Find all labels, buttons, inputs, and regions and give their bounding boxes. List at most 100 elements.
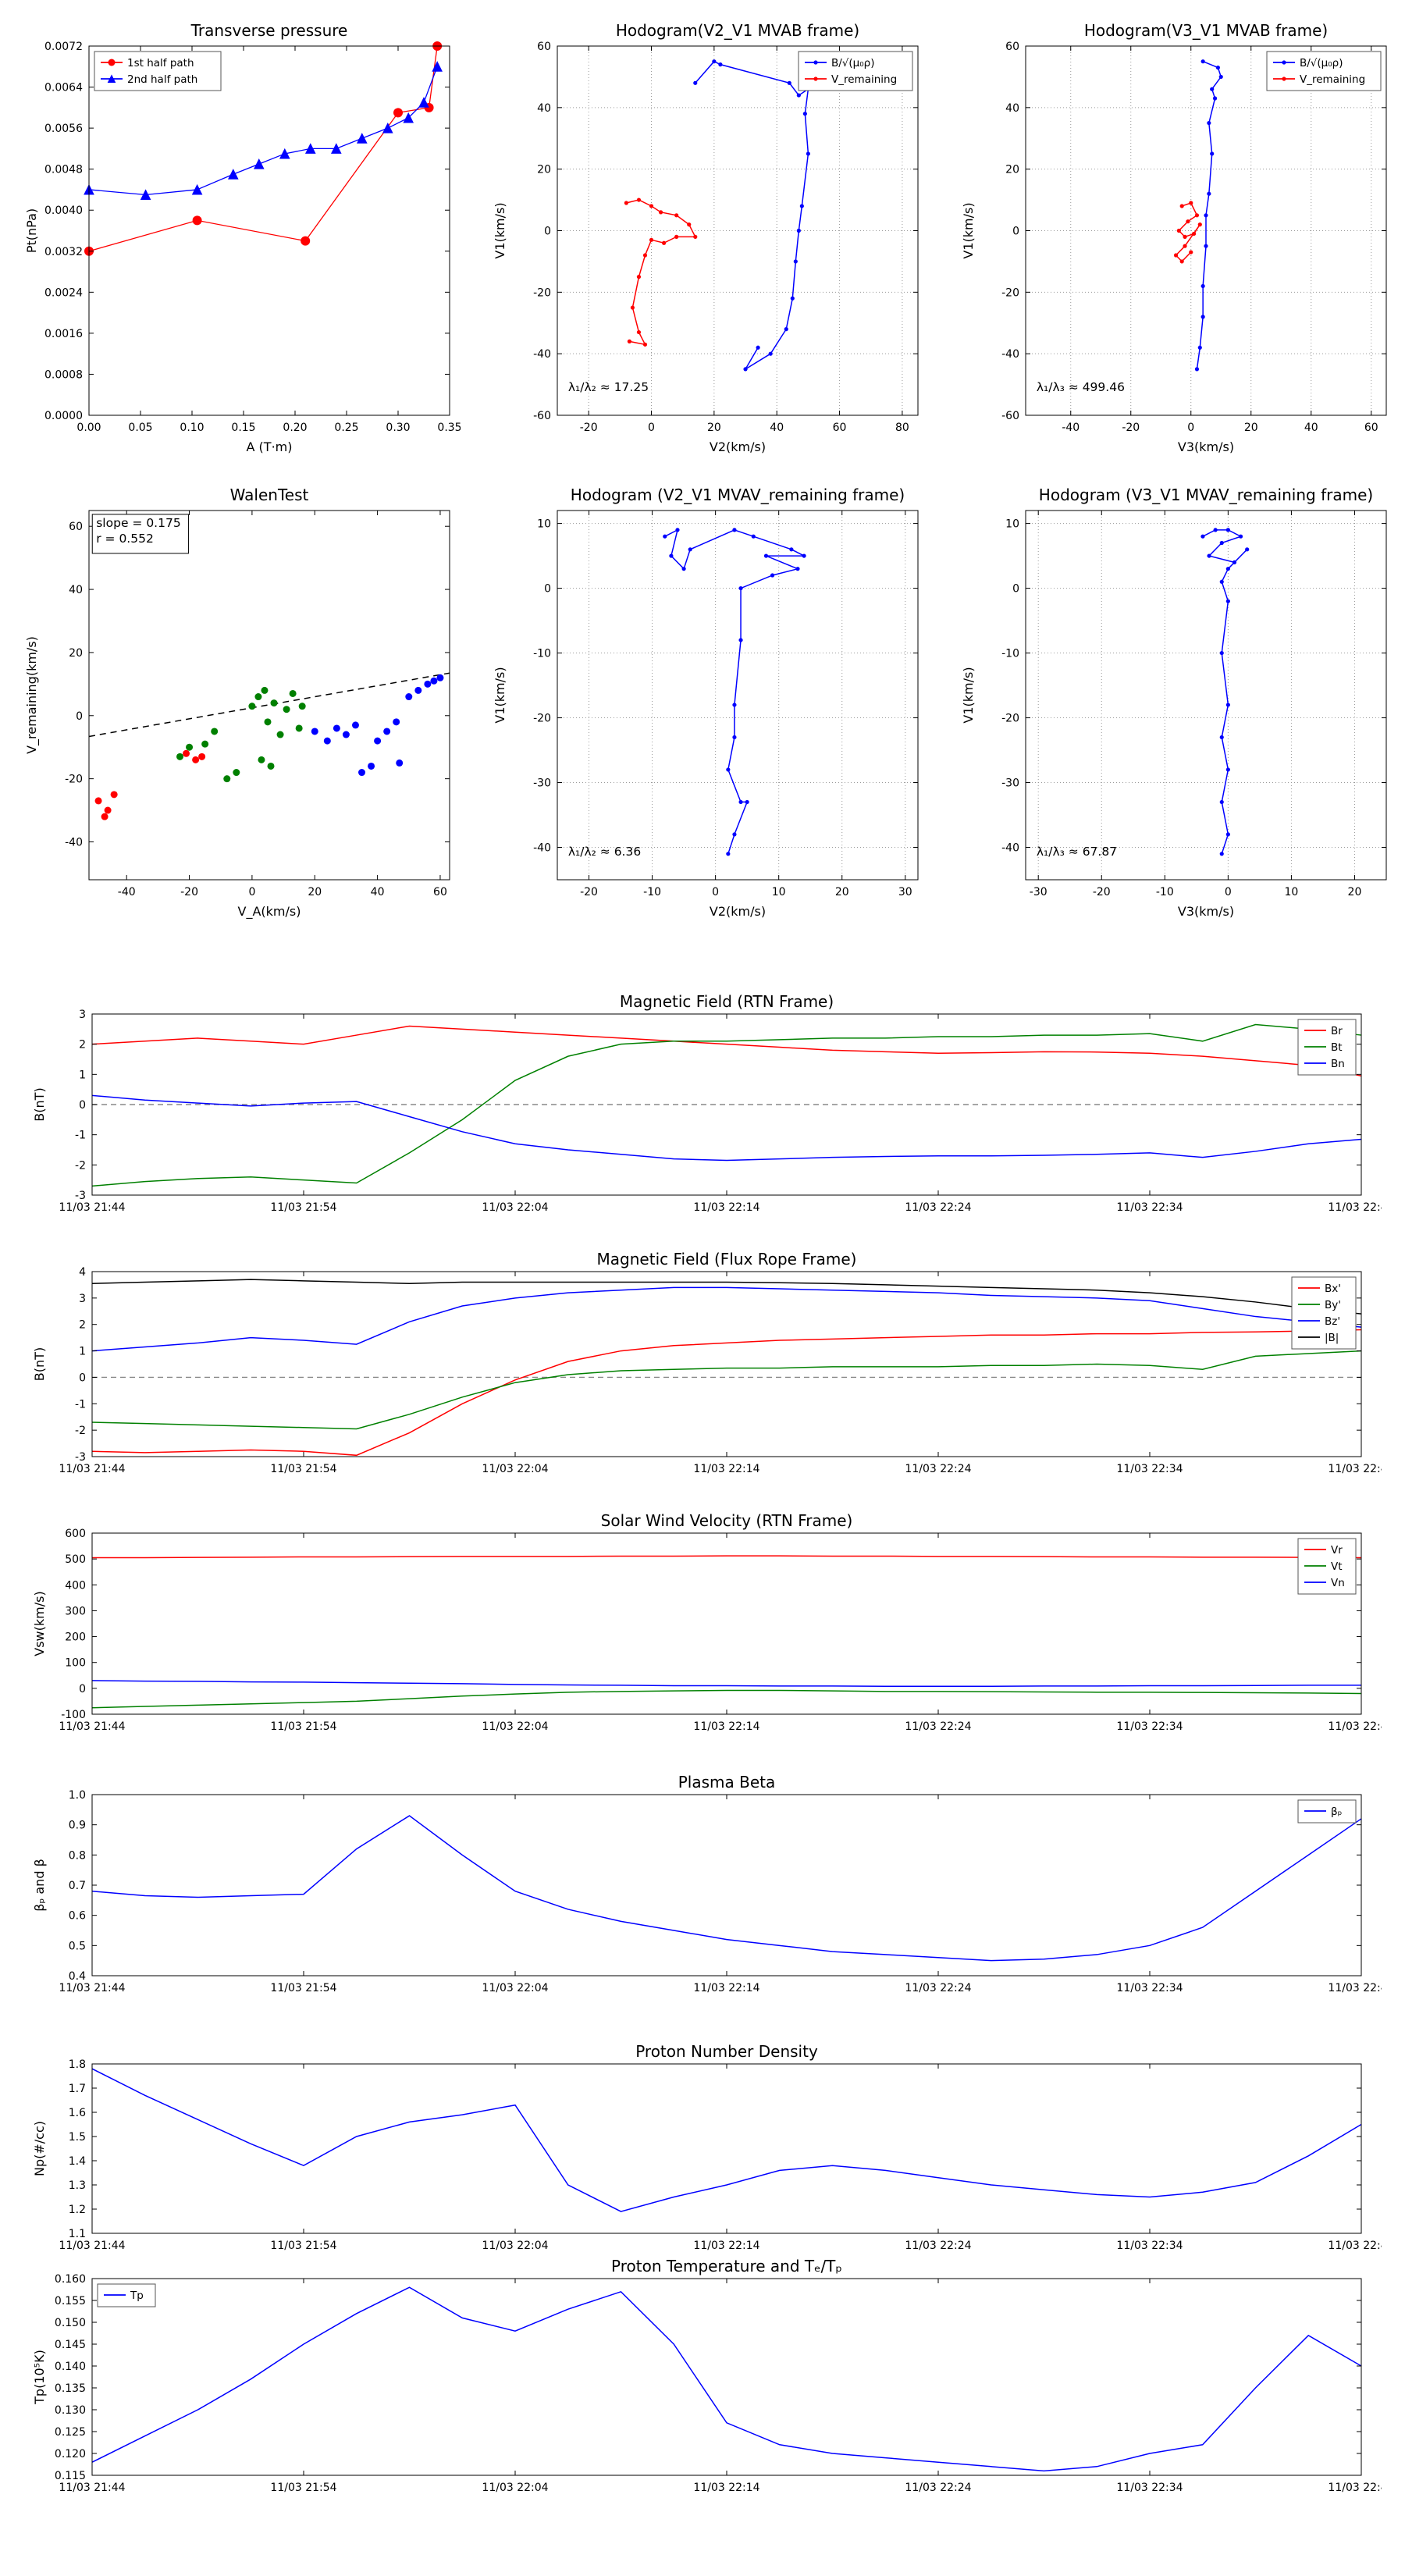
svg-text:11/03 22:14: 11/03 22:14	[693, 1463, 759, 1475]
chart-title: Hodogram(V2_V1 MVAB frame)	[615, 21, 860, 40]
svg-text:V2(km/s): V2(km/s)	[710, 439, 766, 454]
svg-text:0.0032: 0.0032	[44, 246, 83, 258]
svg-text:11/03 21:44: 11/03 21:44	[59, 2482, 125, 2494]
svg-text:11/03 22:34: 11/03 22:34	[1116, 1201, 1183, 1214]
svg-text:11/03 21:54: 11/03 21:54	[270, 1982, 336, 1994]
svg-text:-3: -3	[75, 1451, 86, 1464]
svg-text:-40: -40	[1001, 348, 1019, 361]
svg-text:0.7: 0.7	[69, 1880, 86, 1892]
svg-text:1.7: 1.7	[69, 2083, 86, 2095]
svg-text:11/03 21:44: 11/03 21:44	[59, 1201, 125, 1214]
svg-text:0.150: 0.150	[55, 2317, 86, 2329]
svg-text:-60: -60	[1001, 410, 1019, 422]
svg-text:-60: -60	[533, 410, 551, 422]
svg-text:0.140: 0.140	[55, 2361, 86, 2373]
svg-text:V2(km/s): V2(km/s)	[710, 904, 766, 919]
svg-text:-10: -10	[1001, 648, 1019, 660]
svg-text:40: 40	[1304, 422, 1318, 434]
svg-text:40: 40	[371, 886, 385, 898]
svg-text:2nd half path: 2nd half path	[127, 73, 197, 86]
svg-text:11/03 22:24: 11/03 22:24	[905, 1720, 971, 1733]
svg-text:0.00: 0.00	[76, 422, 101, 434]
svg-text:1.5: 1.5	[69, 2131, 86, 2144]
svg-text:0.15: 0.15	[231, 422, 255, 434]
svg-text:100: 100	[65, 1657, 86, 1670]
svg-text:11/03 22:44: 11/03 22:44	[1328, 1982, 1382, 1994]
svg-text:0.0064: 0.0064	[44, 82, 83, 94]
svg-text:-20: -20	[580, 422, 598, 434]
svg-text:1st half path: 1st half path	[127, 57, 194, 69]
svg-text:20: 20	[1244, 422, 1258, 434]
svg-text:0: 0	[712, 886, 719, 898]
chart-title: Magnetic Field (RTN Frame)	[619, 992, 834, 1011]
hodogram-v2v1-mvab-chart: -20 0 20 40 60 80 -60 -40 -20 0 20 40 60 V2(km/s) V1(k…	[493, 41, 919, 454]
svg-text:0: 0	[1012, 583, 1019, 596]
svg-text:-3: -3	[75, 1190, 86, 1202]
svg-text:11/03 22:14: 11/03 22:14	[693, 2240, 759, 2252]
svg-text:0.125: 0.125	[55, 2426, 86, 2439]
svg-text:60: 60	[833, 422, 847, 434]
svg-text:Br: Br	[1331, 1025, 1343, 1037]
svg-text:11/03 21:44: 11/03 21:44	[59, 1463, 125, 1475]
svg-text:40: 40	[770, 422, 784, 434]
svg-text:-30: -30	[1001, 777, 1019, 790]
svg-text:1.6: 1.6	[69, 2107, 86, 2119]
svg-text:300: 300	[65, 1605, 86, 1617]
svg-text:0: 0	[648, 422, 655, 434]
svg-text:0.0048: 0.0048	[44, 164, 83, 176]
svg-text:20: 20	[707, 422, 721, 434]
svg-text:-10: -10	[643, 886, 661, 898]
panel-hodogram-v3v1-mvab: Hodogram(V3_V1 MVAB frame) -40 -20 0 20 40 60…	[960, 12, 1397, 461]
svg-text:0: 0	[1012, 226, 1019, 238]
svg-text:-10: -10	[1156, 886, 1174, 898]
svg-text:0: 0	[1187, 422, 1194, 434]
svg-text:10: 10	[772, 886, 786, 898]
svg-text:-40: -40	[533, 348, 551, 361]
svg-text:2: 2	[79, 1039, 86, 1051]
svg-text:60: 60	[433, 886, 447, 898]
chart-title: WalenTest	[229, 486, 309, 504]
svg-text:0.6: 0.6	[69, 1910, 86, 1923]
svg-text:1: 1	[79, 1346, 86, 1358]
svg-text:11/03 21:44: 11/03 21:44	[59, 1720, 125, 1733]
svg-text:11/03 22:24: 11/03 22:24	[905, 2482, 971, 2494]
svg-text:11/03 22:24: 11/03 22:24	[905, 1463, 971, 1475]
svg-text:-20: -20	[533, 713, 551, 725]
hodogram-v3v1-mvav-chart: -30 -20 -10 0 10 20 -40 -30 -20 -10 0 10 V3(km/s) V1(…	[961, 510, 1387, 919]
svg-text:λ₁/λ₃ ≈ 499.46: λ₁/λ₃ ≈ 499.46	[1037, 380, 1125, 394]
svg-text:11/03 22:44: 11/03 22:44	[1328, 2240, 1382, 2252]
svg-text:0.160: 0.160	[55, 2273, 86, 2286]
svg-text:V3(km/s): V3(km/s)	[1178, 439, 1234, 454]
svg-text:λ₁/λ₃ ≈ 67.87: λ₁/λ₃ ≈ 67.87	[1037, 845, 1117, 859]
svg-text:λ₁/λ₂ ≈ 17.25: λ₁/λ₂ ≈ 17.25	[568, 380, 649, 394]
panel-transverse-pressure: Transverse pressure 0.00 0.05 0.10 0.15 0.20…	[23, 12, 461, 461]
svg-text:600: 600	[65, 1528, 86, 1540]
svg-text:-20: -20	[580, 886, 598, 898]
svg-text:-30: -30	[533, 777, 551, 790]
plasma-beta-chart: 11/03 21:44 11/03 21:54 11/03 22:04 11/03 2…	[32, 1789, 1382, 1994]
svg-text:60: 60	[69, 521, 83, 533]
svg-text:0.35: 0.35	[437, 422, 461, 434]
svg-text:0.0072: 0.0072	[44, 41, 83, 53]
panel-solar-wind-velocity: Solar Wind Velocity (RTN Frame) 11/03 21…	[23, 1507, 1382, 1749]
svg-text:60: 60	[537, 41, 551, 53]
svg-text:Vt: Vt	[1331, 1560, 1343, 1573]
svg-text:30: 30	[898, 886, 912, 898]
svg-text:V3(km/s): V3(km/s)	[1178, 904, 1234, 919]
svg-text:-2: -2	[75, 1159, 86, 1172]
svg-text:Bx': Bx'	[1325, 1283, 1341, 1295]
svg-text:1.1: 1.1	[69, 2228, 86, 2240]
svg-text:40: 40	[537, 102, 551, 115]
svg-text:V_remaining(km/s): V_remaining(km/s)	[24, 636, 40, 754]
svg-text:0: 0	[544, 226, 551, 238]
svg-text:-10: -10	[533, 648, 551, 660]
svg-text:11/03 22:44: 11/03 22:44	[1328, 1463, 1382, 1475]
svg-text:11/03 22:24: 11/03 22:24	[905, 2240, 971, 2252]
svg-text:-100: -100	[61, 1709, 86, 1721]
svg-text:11/03 22:14: 11/03 22:14	[693, 1201, 759, 1214]
transverse-pressure-chart: 0.00 0.05 0.10 0.15 0.20 0.25 0.30 0.35 0.0000 0.…	[24, 41, 461, 454]
svg-text:0.20: 0.20	[283, 422, 307, 434]
svg-text:1.3: 1.3	[69, 2179, 86, 2192]
chart-title: Hodogram (V3_V1 MVAV_remaining frame)	[1038, 486, 1374, 504]
svg-text:11/03 22:04: 11/03 22:04	[482, 2482, 548, 2494]
